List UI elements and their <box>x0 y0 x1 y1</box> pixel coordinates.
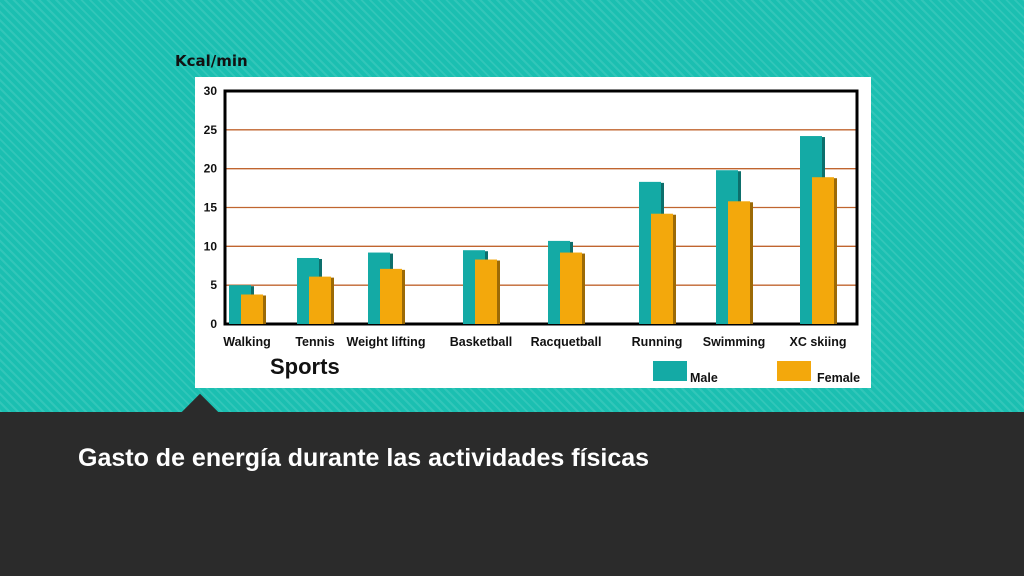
bar-female <box>812 177 834 324</box>
x-category-label: Running <box>632 335 683 349</box>
bar-female <box>380 268 402 324</box>
x-category-label: XC skiing <box>790 335 847 349</box>
title-band <box>0 412 1024 576</box>
x-category-label: Racquetball <box>531 335 602 349</box>
y-tick-label: 5 <box>210 278 217 292</box>
y-tick-label: 15 <box>204 201 218 215</box>
x-category-label: Weight lifting <box>347 335 426 349</box>
x-category-label: Swimming <box>703 335 766 349</box>
y-tick-label: 0 <box>210 317 217 331</box>
y-tick-label: 25 <box>204 123 218 137</box>
chart-card: 0 5 10 15 20 25 30 Walking Tennis Weight lifting B… <box>195 77 871 388</box>
y-tick-label: 10 <box>204 239 218 253</box>
legend-label-male: Male <box>690 371 718 385</box>
legend-swatch-male <box>653 361 687 381</box>
bar-female <box>309 276 331 324</box>
plot-frame <box>223 89 859 326</box>
bar-female <box>560 252 582 324</box>
x-category-label: Basketball <box>450 335 513 349</box>
bar-chart: 0 5 10 15 20 25 30 Walking Tennis Weight lifting B… <box>204 84 860 385</box>
slide-title: Gasto de energía durante las actividades… <box>78 444 650 472</box>
y-tick-label: 20 <box>204 162 218 176</box>
y-tick-label: 30 <box>204 84 218 98</box>
y-axis-unit-label: Kcal/min <box>175 52 248 70</box>
bar-female <box>728 201 750 324</box>
legend-label-female: Female <box>817 371 860 385</box>
x-axis-title: Sports <box>270 354 340 379</box>
legend-swatch-female <box>777 361 811 381</box>
bar-female <box>651 213 673 324</box>
x-category-label: Tennis <box>295 335 334 349</box>
bar-female <box>475 259 497 324</box>
x-category-label: Walking <box>223 335 270 349</box>
bar-female <box>241 294 263 324</box>
